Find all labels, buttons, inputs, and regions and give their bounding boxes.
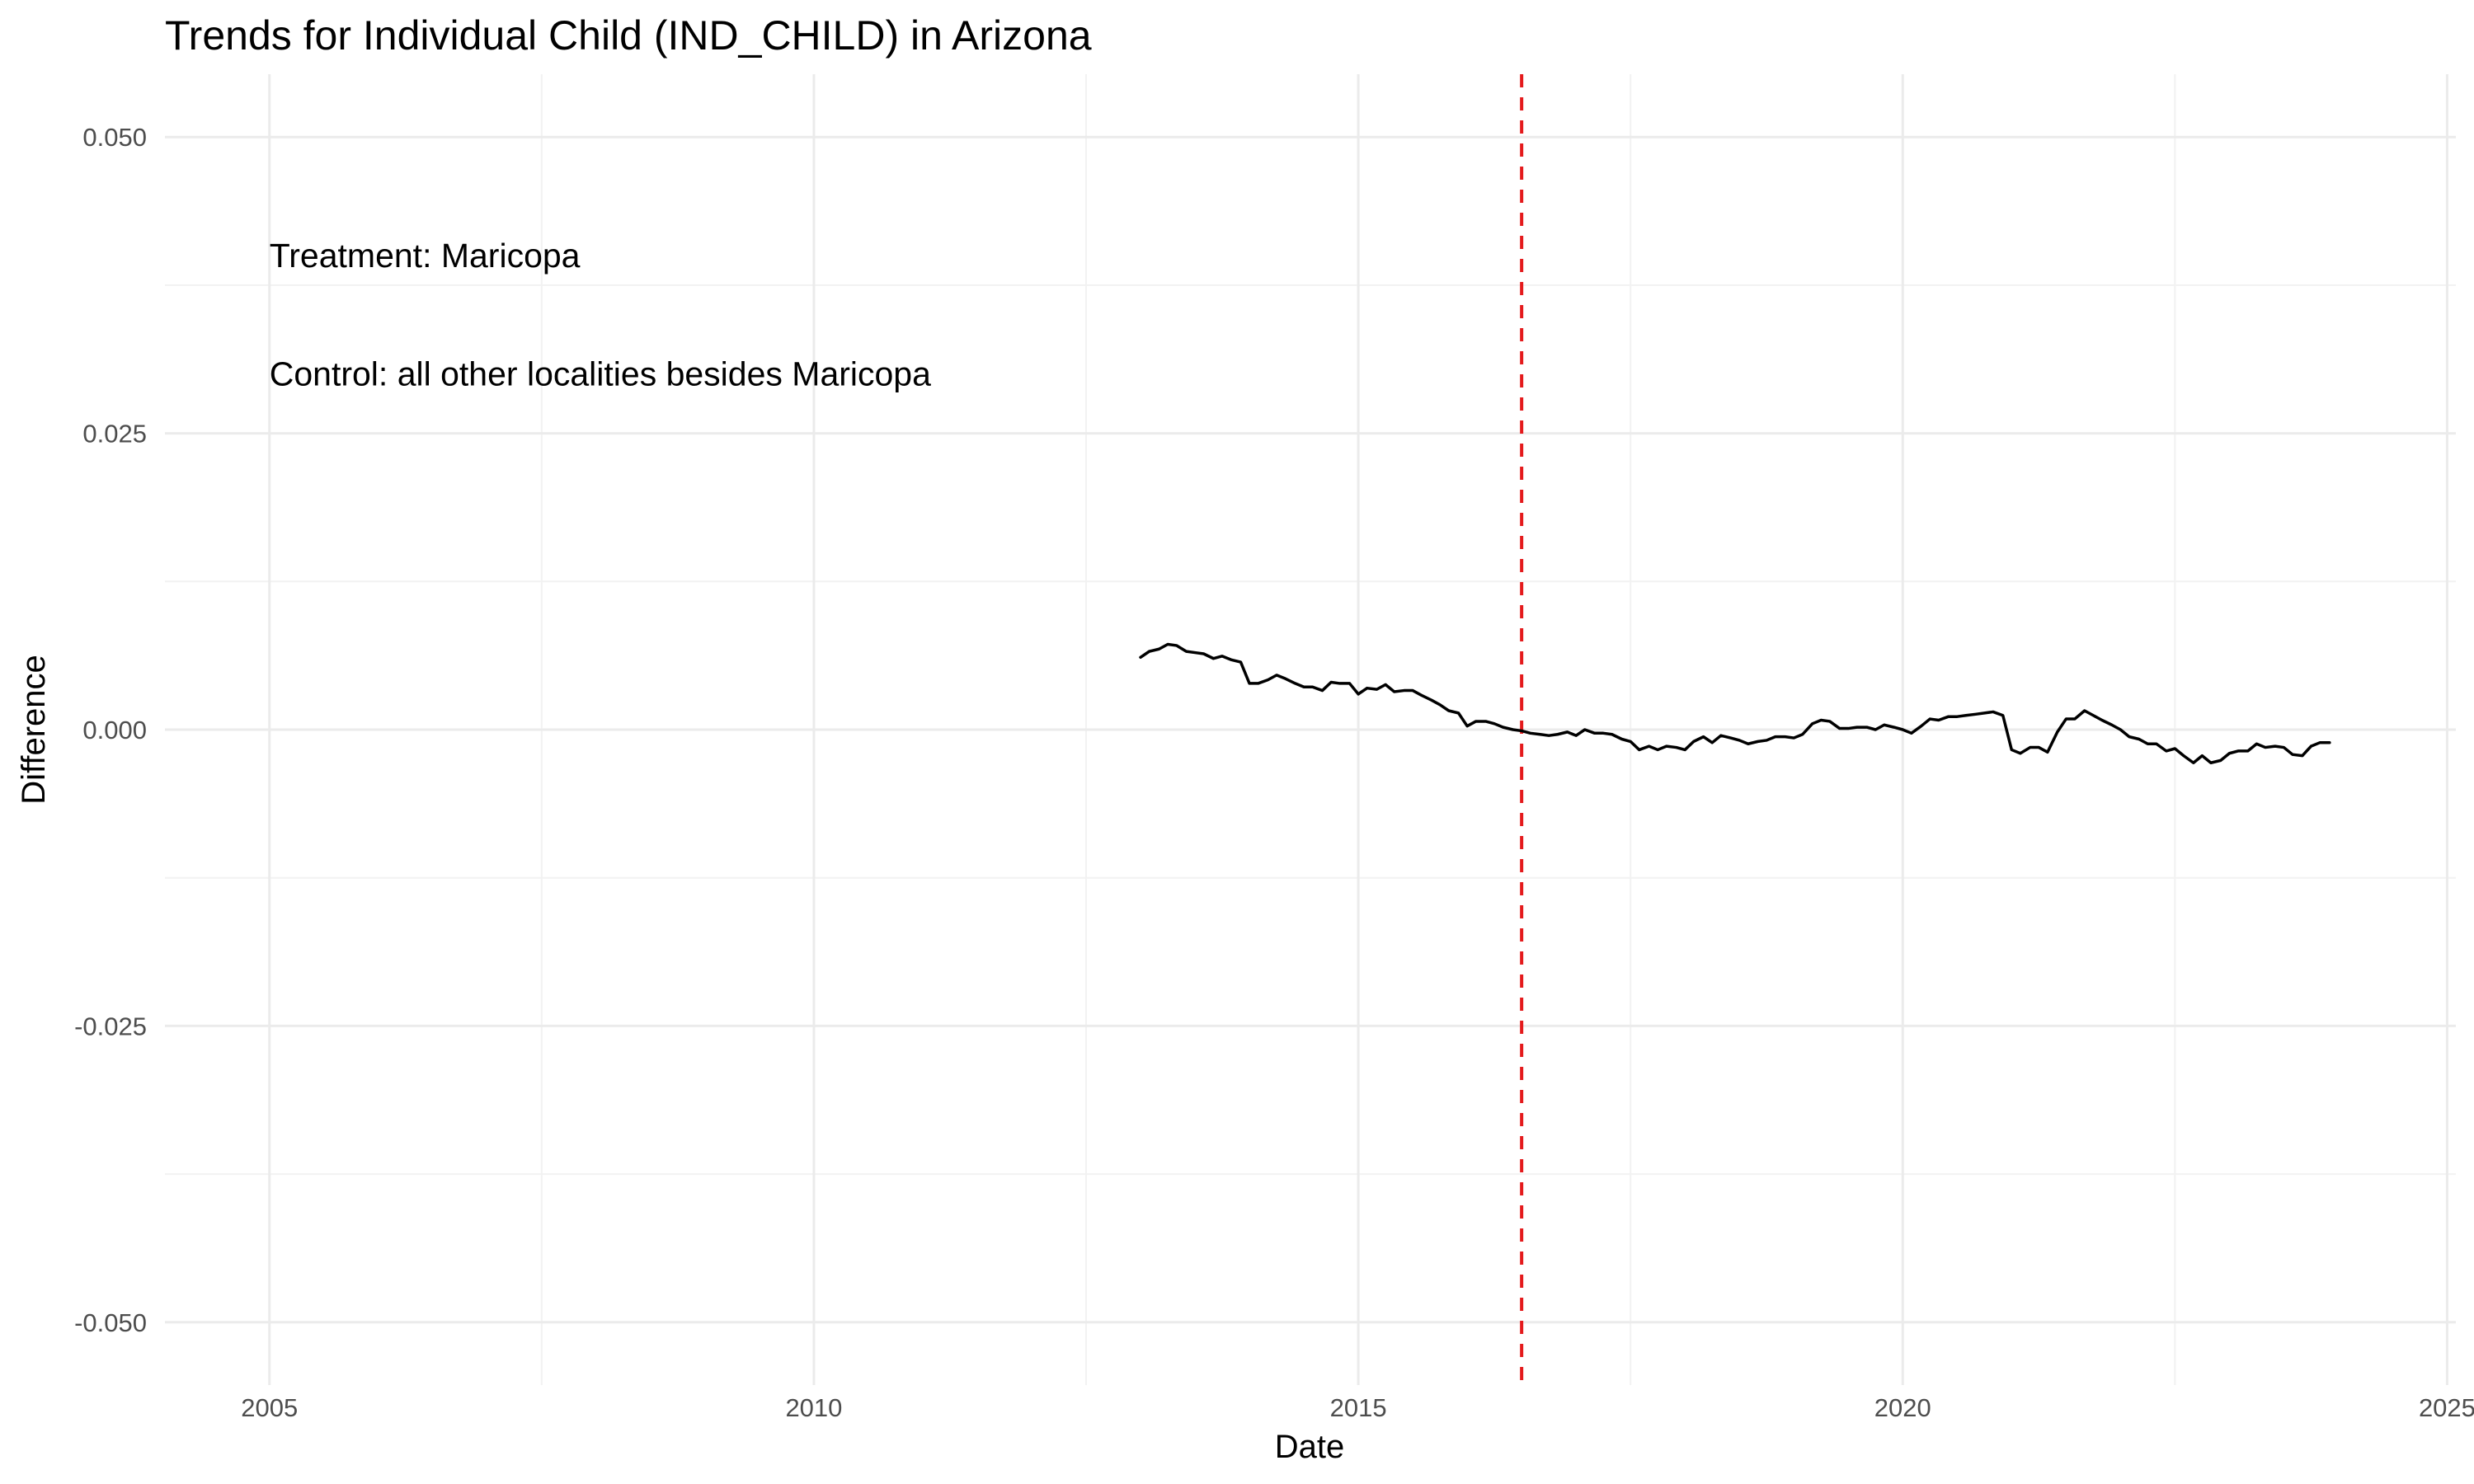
x-tick-label: 2025 [2419,1393,2474,1422]
annotation-text: Treatment: Maricopa [270,237,581,275]
x-tick-label: 2020 [1874,1393,1931,1422]
chart-title: Trends for Individual Child (IND_CHILD) … [165,12,1092,59]
y-tick-label: 0.000 [82,716,147,744]
y-axis-tick-labels: -0.050 -0.025 0.000 0.025 0.050 [74,123,147,1337]
y-axis-title: Difference [16,655,52,805]
y-tick-label: 0.025 [82,420,147,448]
x-tick-label: 2015 [1330,1393,1387,1422]
x-axis-tick-labels: 2005 2010 2015 2020 2025 [241,1393,2474,1422]
annotation-layer: Treatment: Maricopa Control: all other lo… [270,237,931,393]
x-axis-title: Date [1275,1429,1345,1465]
series-line [1139,642,2331,764]
y-tick-label: -0.025 [74,1012,147,1040]
x-tick-label: 2005 [241,1393,298,1422]
annotation-text: Control: all other localities besides Ma… [270,355,931,393]
x-tick-label: 2010 [785,1393,842,1422]
major-gridlines [165,74,2456,1385]
y-tick-label: -0.050 [74,1308,147,1337]
y-tick-label: 0.050 [82,123,147,152]
series-layer [1139,642,2331,764]
minor-gridlines [165,74,2456,1385]
